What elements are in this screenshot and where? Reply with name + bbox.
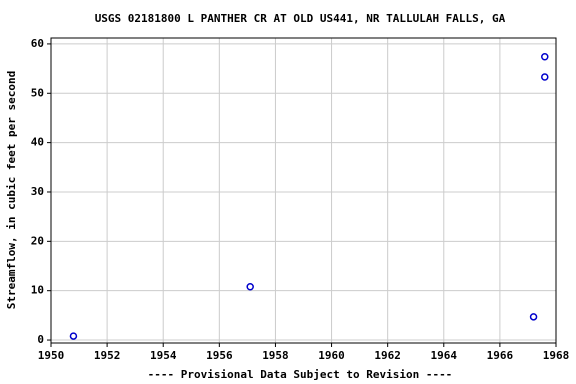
data-point (541, 73, 549, 81)
y-tick-label: 50 (31, 86, 44, 99)
data-point (69, 332, 78, 340)
plot-frame (50, 37, 557, 344)
data-point (529, 313, 538, 321)
x-tick-label: 1954 (150, 349, 177, 362)
data-point (541, 53, 549, 61)
data-point (246, 282, 254, 291)
footnote: ---- Provisional Data Subject to Revisio… (148, 368, 453, 381)
x-tick-label: 1952 (94, 349, 121, 362)
x-tick-label: 1958 (262, 349, 289, 362)
x-tick-label: 1956 (206, 349, 233, 362)
x-tick-label: 1962 (374, 349, 401, 362)
y-tick-label: 30 (31, 185, 44, 198)
y-tick-label: 40 (31, 136, 44, 149)
y-axis-label: Streamflow, in cubic feet per second (5, 71, 18, 309)
x-tick-label: 1950 (38, 349, 65, 362)
y-tick-label: 20 (31, 234, 44, 247)
x-tick-label: 1964 (431, 349, 458, 362)
y-tick-label: 60 (31, 37, 44, 50)
x-tick-label: 1968 (543, 349, 570, 362)
y-tick-label: 10 (31, 284, 44, 297)
x-tick-label: 1960 (318, 349, 345, 362)
chart-title: USGS 02181800 L PANTHER CR AT OLD US441,… (95, 12, 506, 25)
x-tick-label: 1966 (487, 349, 514, 362)
y-tick-label: 0 (37, 333, 44, 346)
